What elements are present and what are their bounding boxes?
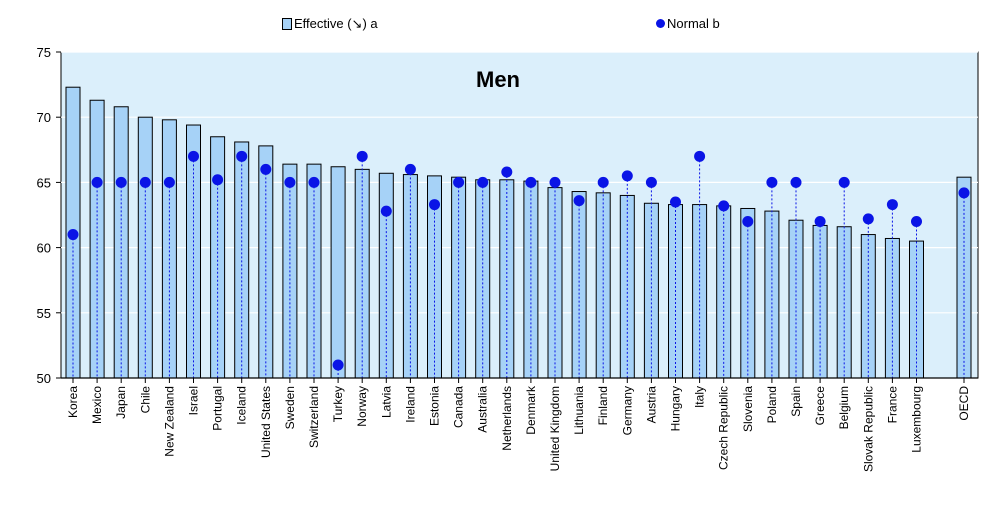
bar-effective bbox=[692, 204, 708, 379]
x-tick-label: New Zealand bbox=[162, 386, 176, 457]
x-tick-label: OECD bbox=[957, 386, 971, 421]
bar-effective bbox=[113, 106, 129, 379]
y-tick-label: 60 bbox=[37, 241, 51, 256]
y-tick-label: 75 bbox=[37, 45, 51, 60]
x-tick-label: Austria bbox=[644, 386, 658, 424]
dot-normal bbox=[429, 199, 440, 211]
bar-effective bbox=[619, 194, 635, 379]
y-tick-label: 70 bbox=[37, 110, 51, 125]
dot-normal bbox=[188, 150, 199, 162]
dot-normal bbox=[308, 176, 320, 188]
dot-normal bbox=[91, 176, 103, 188]
x-tick-label: United Kingdom bbox=[548, 386, 562, 471]
chart-title: Men bbox=[476, 67, 520, 92]
x-tick-label: Spain bbox=[789, 386, 803, 417]
x-tick-label: Israel bbox=[187, 386, 201, 415]
x-tick-label: Norway bbox=[355, 386, 369, 427]
dot-normal bbox=[284, 176, 296, 188]
dot-normal bbox=[911, 216, 922, 228]
x-tick-label: United States bbox=[259, 386, 273, 458]
x-tick-label: Hungary bbox=[669, 386, 683, 431]
x-tick-label: Canada bbox=[452, 386, 466, 428]
x-tick-label: Latvia bbox=[379, 386, 393, 418]
y-tick-label: 50 bbox=[37, 371, 51, 386]
dot-normal bbox=[886, 199, 898, 211]
dot-normal bbox=[501, 166, 513, 178]
x-tick-label: Japan bbox=[114, 386, 128, 419]
x-tick-label: Australia bbox=[476, 386, 490, 433]
dot-normal bbox=[766, 176, 778, 188]
x-tick-label: Slovak Republic bbox=[861, 386, 875, 472]
x-tick-label: Chile bbox=[138, 386, 152, 414]
dot-normal bbox=[163, 176, 175, 188]
dot-normal bbox=[742, 216, 754, 228]
dot-normal bbox=[356, 150, 368, 162]
dot-normal bbox=[862, 213, 874, 225]
bar-effective bbox=[595, 192, 611, 379]
dot-normal bbox=[404, 163, 416, 175]
x-tick-label: Czech Republic bbox=[717, 386, 731, 470]
x-tick-label: Denmark bbox=[524, 385, 538, 435]
x-tick-label: Ireland bbox=[403, 386, 417, 423]
x-tick-label: Korea bbox=[66, 386, 80, 418]
dot-normal bbox=[139, 176, 151, 188]
x-tick-label: Poland bbox=[765, 386, 779, 423]
x-tick-label: Lithuania bbox=[572, 386, 586, 435]
dot-normal bbox=[645, 176, 657, 188]
dot-normal bbox=[453, 176, 465, 188]
dot-normal bbox=[958, 187, 970, 199]
x-tick-label: Finland bbox=[596, 386, 610, 425]
dot-normal bbox=[549, 176, 561, 188]
dot-normal bbox=[694, 150, 706, 162]
dot-normal bbox=[790, 176, 802, 188]
dot-normal bbox=[814, 216, 826, 228]
x-tick-label: Iceland bbox=[235, 386, 249, 425]
bar-effective bbox=[402, 174, 418, 379]
x-tick-label: France bbox=[885, 386, 899, 424]
y-tick-label: 65 bbox=[37, 175, 51, 190]
legend-dot-swatch bbox=[656, 19, 665, 28]
dot-normal bbox=[670, 196, 681, 208]
y-tick-label: 55 bbox=[37, 306, 51, 321]
dot-normal bbox=[67, 229, 79, 241]
x-tick-label: Belgium bbox=[837, 386, 851, 429]
dot-normal bbox=[718, 200, 730, 212]
legend-effective-label: Effective (↘) a bbox=[294, 16, 378, 31]
x-tick-label: Italy bbox=[693, 386, 707, 408]
bar-effective bbox=[330, 166, 346, 379]
x-tick-label: Estonia bbox=[428, 386, 442, 426]
dot-normal bbox=[525, 176, 537, 188]
x-tick-label: Switzerland bbox=[307, 386, 321, 448]
legend-normal: Normal b bbox=[656, 16, 720, 31]
x-tick-label: Luxembourg bbox=[910, 386, 924, 453]
dot-normal bbox=[621, 170, 633, 182]
x-tick-label: Slovenia bbox=[741, 386, 755, 432]
dot-normal bbox=[236, 150, 248, 162]
legend-bar-swatch bbox=[282, 18, 292, 30]
dot-normal bbox=[597, 176, 609, 188]
legend-normal-label: Normal b bbox=[667, 16, 720, 31]
bar-effective bbox=[186, 124, 201, 379]
x-tick-label: Greece bbox=[813, 386, 827, 426]
dot-normal bbox=[212, 174, 224, 186]
legend-effective: Effective (↘) a bbox=[282, 16, 378, 32]
x-tick-label: Turkey bbox=[331, 386, 345, 422]
dot-normal bbox=[332, 359, 344, 371]
x-tick-label: Portugal bbox=[211, 386, 225, 431]
dot-normal bbox=[115, 176, 127, 188]
dot-normal bbox=[260, 163, 272, 175]
dot-normal bbox=[838, 176, 850, 188]
dot-normal bbox=[573, 195, 585, 207]
plot-area: 50 55 60 65 70 75 Korea Mexico Japan Chile New Zea… bbox=[37, 45, 979, 472]
dot-normal bbox=[477, 176, 489, 188]
x-tick-label: Netherlands bbox=[500, 386, 514, 451]
x-tick-label: Germany bbox=[620, 386, 634, 435]
dot-normal bbox=[380, 205, 392, 217]
x-tick-label: Sweden bbox=[283, 386, 297, 429]
x-tick-label: Mexico bbox=[90, 386, 104, 424]
